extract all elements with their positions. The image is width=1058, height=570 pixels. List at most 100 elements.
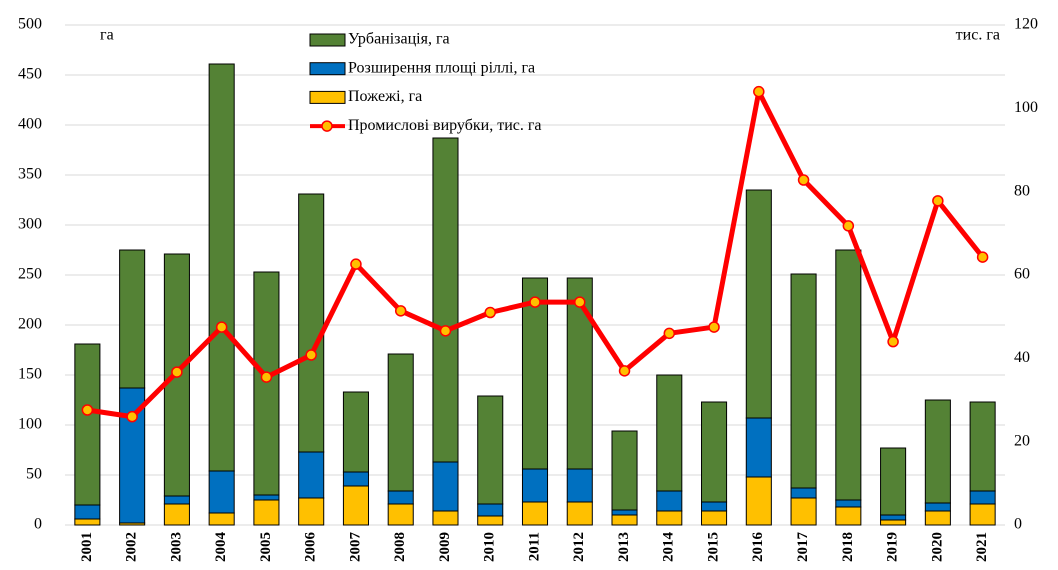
line-marker [171, 366, 183, 378]
bar-segment [790, 497, 817, 526]
bar-segment [969, 503, 996, 526]
bar-segment [880, 514, 907, 521]
bar-segment [566, 277, 593, 470]
x-tick-label: 2012 [571, 532, 587, 562]
y-tick-label: 500 [18, 16, 42, 33]
line-marker [439, 325, 452, 337]
x-tick-label: 2001 [79, 532, 95, 562]
bar-segment [611, 430, 638, 511]
x-tick-label: 2020 [929, 532, 945, 562]
y2-tick-label: 120 [1014, 16, 1038, 33]
line-marker [618, 365, 631, 377]
bar-segment [342, 471, 369, 487]
x-tick-label: 2002 [124, 532, 140, 562]
bar-segment [880, 447, 907, 516]
bar-segment [835, 249, 862, 501]
line-marker [305, 349, 317, 361]
bar-segment [701, 510, 728, 526]
bar-segment [298, 497, 325, 526]
y2-tick-label: 80 [1014, 182, 1030, 199]
bar-segment [477, 503, 504, 517]
bar-segment [74, 518, 101, 526]
y-tick-label: 350 [18, 166, 42, 183]
x-tick-label: 2016 [750, 532, 766, 563]
legend-swatch [309, 62, 346, 76]
line-marker [350, 258, 362, 270]
bar-segment [924, 502, 951, 512]
y-tick-label: 150 [18, 366, 42, 383]
bar-segment [298, 193, 325, 453]
legend-marker [321, 120, 333, 132]
bar-segment [163, 503, 190, 526]
line-marker [708, 321, 720, 333]
bar-segment [477, 395, 504, 505]
x-tick-label: 2006 [303, 532, 319, 563]
bar-segment [208, 512, 235, 526]
y-tick-label: 400 [18, 116, 42, 133]
line-marker [753, 85, 765, 98]
line-marker [574, 296, 586, 308]
y2-axis-label: тис. га [956, 27, 1000, 44]
bar-segment [745, 476, 772, 526]
bar-segment [611, 509, 638, 516]
bar-segment [969, 490, 996, 505]
y2-tick-label: 20 [1014, 432, 1030, 449]
bar-segment [835, 506, 862, 526]
line-marker [394, 305, 407, 317]
bar-segment [119, 249, 146, 389]
line-marker [484, 306, 496, 319]
legend-swatch [309, 33, 346, 47]
bar-segment [566, 501, 593, 526]
x-tick-label: 2008 [392, 532, 408, 562]
y-tick-label: 50 [26, 466, 42, 483]
y2-tick-label: 40 [1014, 349, 1030, 366]
bar-segment [387, 490, 414, 505]
legend-label: Промислові вирубки, тис. га [348, 117, 542, 134]
x-tick-label: 2004 [213, 532, 229, 563]
bar-segment [342, 391, 369, 473]
bar-segment [790, 273, 817, 489]
bar-segment [745, 417, 772, 478]
bar-segment [790, 487, 817, 499]
bar-segment [432, 510, 459, 526]
bar-segment [611, 514, 638, 526]
bar-segment [969, 401, 996, 492]
bar-segment [924, 399, 951, 504]
line-marker [81, 404, 94, 416]
y-axis-label: га [100, 27, 114, 44]
bar-segment [432, 137, 459, 463]
y-tick-label: 450 [18, 66, 42, 83]
bar-segment [208, 470, 235, 514]
y-tick-label: 200 [18, 316, 42, 333]
y-tick-label: 250 [18, 266, 42, 283]
legend-swatch [309, 90, 346, 104]
legend-label: Пожежі, га [348, 88, 422, 105]
x-tick-label: 2015 [705, 532, 721, 562]
x-tick-label: 2021 [974, 532, 990, 562]
bar-segment [701, 501, 728, 512]
bar-segment [253, 499, 280, 526]
line-marker [887, 335, 899, 348]
line-marker [215, 321, 228, 333]
x-tick-label: 2017 [795, 532, 811, 563]
bar-segment [521, 501, 549, 526]
line-marker [260, 371, 273, 383]
y-tick-label: 100 [18, 416, 42, 433]
y2-tick-label: 60 [1014, 266, 1030, 283]
bar-segment [880, 519, 907, 526]
line-marker [797, 174, 810, 186]
line-marker [529, 296, 541, 308]
x-tick-label: 2009 [437, 532, 453, 562]
x-tick-label: 2005 [258, 532, 274, 562]
line-marker [126, 410, 138, 423]
line-marker [932, 195, 944, 207]
bar-segment [298, 451, 325, 499]
x-tick-label: 2014 [661, 532, 677, 563]
x-tick-label: 2010 [482, 532, 498, 562]
bar-segment [208, 63, 235, 472]
bar-segment [656, 374, 683, 492]
x-tick-label: 2007 [347, 532, 363, 563]
y2-tick-label: 100 [1014, 99, 1038, 116]
y-tick-label: 300 [18, 216, 42, 233]
